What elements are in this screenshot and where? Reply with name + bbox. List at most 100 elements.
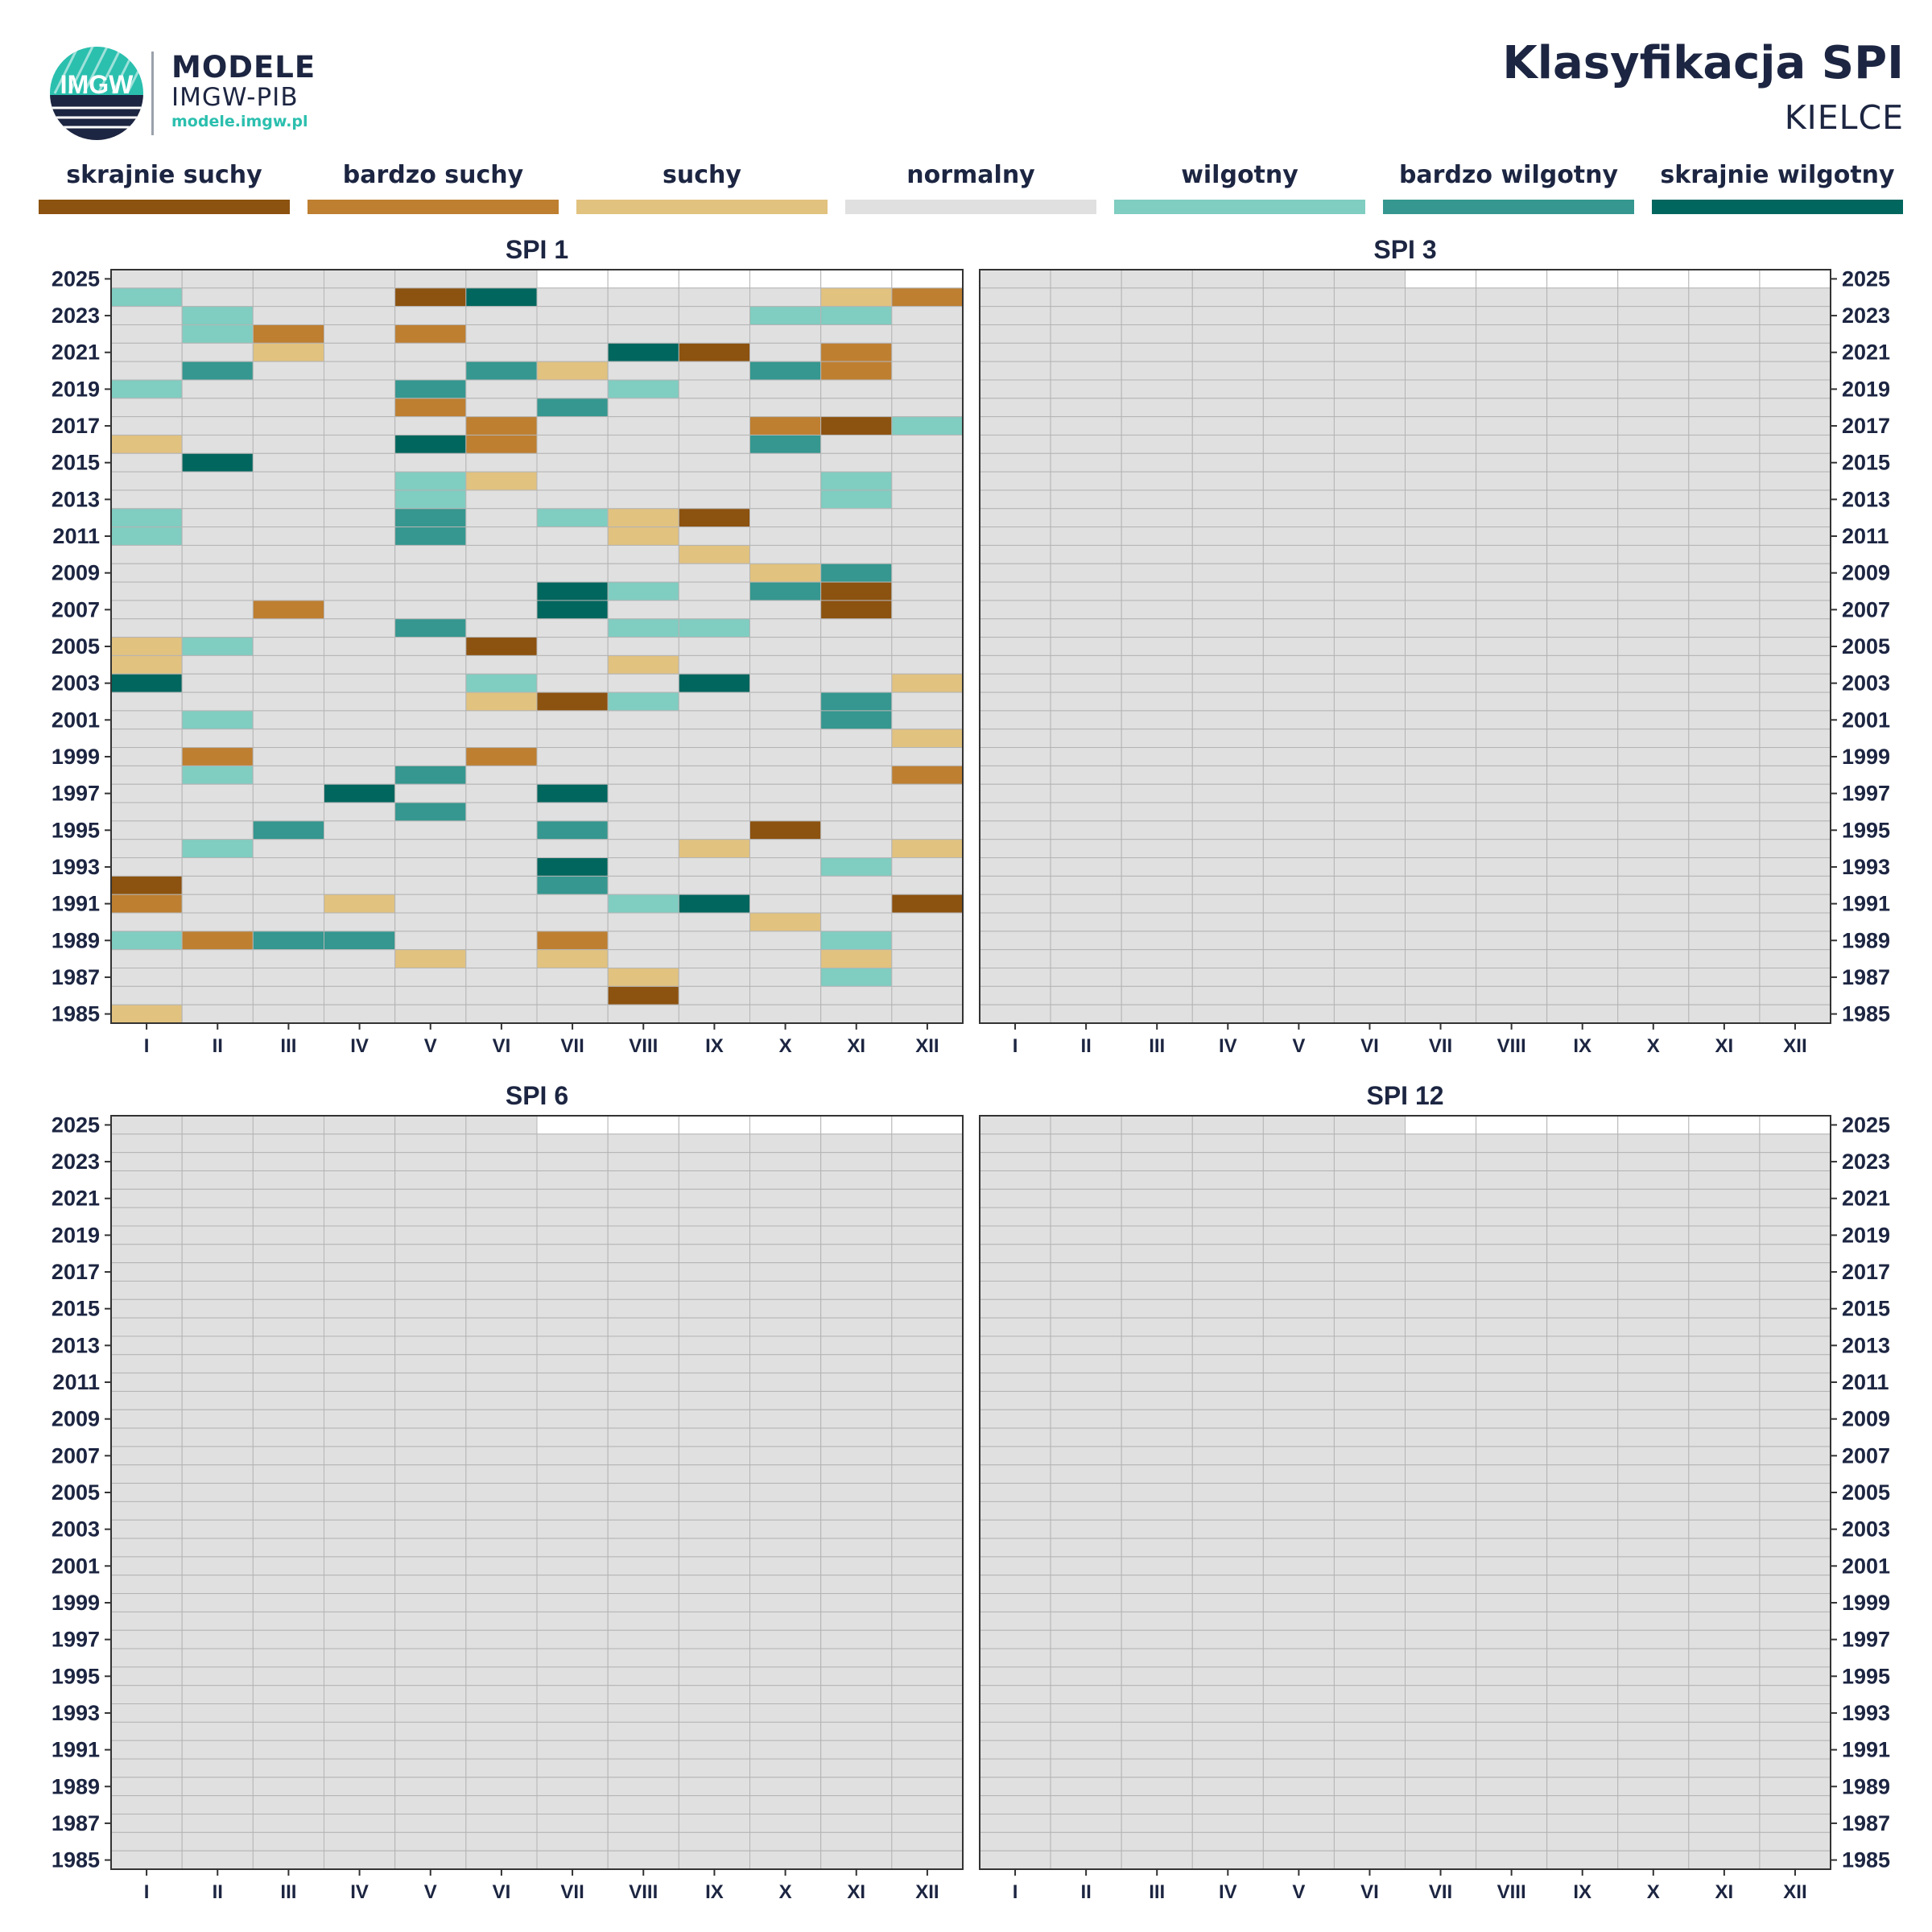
heatmap-cell-normal [1617, 1464, 1690, 1484]
heatmap-cell-normal [1191, 1703, 1264, 1723]
y-tick-label: 2021 [52, 1187, 100, 1211]
x-tick-label: XI [1715, 1035, 1734, 1057]
heatmap-cell-normal [749, 1225, 822, 1245]
heatmap-cell-normal [1050, 618, 1122, 638]
heatmap-cell-normal [1262, 1373, 1335, 1392]
heatmap-cell-normal [465, 802, 538, 822]
heatmap-cell-very-wet [820, 710, 893, 730]
heatmap-cell-normal [110, 1373, 183, 1392]
heatmap-cell-normal [1121, 379, 1193, 399]
heatmap-cell-normal [252, 1317, 325, 1337]
x-tick-label: V [1292, 1881, 1305, 1903]
heatmap-cell-normal [252, 1373, 325, 1392]
heatmap-cell-normal [252, 1298, 325, 1319]
brand-url[interactable]: modele.imgw.pl [171, 113, 308, 130]
heatmap-cell-normal [1617, 379, 1690, 399]
heatmap-cell-normal [1759, 1446, 1831, 1466]
heatmap-cell-normal [110, 802, 183, 822]
heatmap-cell-normal [394, 931, 467, 951]
heatmap-cell-normal [607, 1207, 679, 1227]
heatmap-cell-normal [1688, 1207, 1761, 1227]
y-tick-label: 1999 [52, 1591, 100, 1615]
heatmap-cell-empty [1476, 1115, 1548, 1135]
heatmap-cell-wet [820, 968, 893, 987]
heatmap-cell-normal [324, 912, 396, 932]
heatmap-cell-normal [1546, 1703, 1619, 1723]
heatmap-cell-normal [607, 1831, 679, 1852]
heatmap-cell-normal [678, 1593, 750, 1612]
y-tick-label: 1999 [1842, 1591, 1890, 1615]
heatmap-cell-normal [1688, 1188, 1761, 1208]
heatmap-cell-normal [1191, 857, 1264, 877]
heatmap-cell-normal [1333, 1280, 1406, 1300]
heatmap-cell-normal [1546, 1685, 1619, 1705]
heatmap-cell-dry [749, 912, 822, 932]
y-tick-label: 1993 [1842, 855, 1890, 879]
heatmap-cell-normal [1476, 452, 1548, 473]
heatmap-cell-normal [1191, 1538, 1264, 1558]
heatmap-cell-normal [1050, 342, 1122, 362]
heatmap-cell-normal [252, 783, 325, 803]
heatmap-cell-normal [1262, 398, 1335, 418]
heatmap-cell-normal [607, 1225, 679, 1245]
heatmap-cell-normal [1617, 654, 1690, 675]
heatmap-cell-normal [979, 1758, 1051, 1778]
y-tick-label: 2003 [1842, 1517, 1890, 1542]
heatmap-cell-normal [1262, 1611, 1335, 1631]
heatmap-cell-normal [820, 1373, 893, 1392]
heatmap-cell-normal [1262, 1004, 1335, 1024]
heatmap-cell-normal [1546, 875, 1619, 895]
heatmap-cell-wet [181, 324, 254, 344]
heatmap-cell-normal [1476, 1758, 1548, 1778]
heatmap-cell-normal [678, 857, 750, 877]
x-tick-label: XII [1783, 1881, 1806, 1903]
heatmap-cell-normal [252, 544, 325, 564]
heatmap-cell-normal [979, 452, 1051, 473]
heatmap-cell-normal [820, 1170, 893, 1190]
heatmap-cell-normal [749, 287, 822, 308]
heatmap-cell-normal [1546, 1593, 1619, 1612]
heatmap-cell-normal [749, 1207, 822, 1227]
heatmap-cell-normal [252, 1483, 325, 1502]
y-tick-label: 1997 [52, 782, 100, 806]
heatmap-cell-normal [1191, 654, 1264, 675]
heatmap-cell-normal [1121, 287, 1193, 308]
heatmap-cell-normal [1476, 1777, 1548, 1797]
y-tick-label: 2025 [1842, 1113, 1890, 1137]
heatmap-cell-normal [394, 747, 467, 766]
heatmap-cell-normal [979, 1850, 1051, 1870]
heatmap-cell-normal [1617, 1225, 1690, 1245]
heatmap-cell-normal [749, 1152, 822, 1171]
heatmap-cell-normal [1546, 361, 1619, 381]
heatmap-cell-normal [1476, 1721, 1548, 1741]
heatmap-cell-normal [394, 710, 467, 730]
heatmap-cell-normal [110, 600, 183, 620]
heatmap-cell-normal [749, 379, 822, 399]
heatmap-cell-normal [891, 1519, 964, 1539]
heatmap-cell-normal [1121, 508, 1193, 528]
heatmap-cell-normal [1050, 1831, 1122, 1852]
heatmap-cell-normal [820, 894, 893, 914]
heatmap-cell-normal [1759, 618, 1831, 638]
heatmap-cell-normal [979, 526, 1051, 546]
heatmap-cell-normal [324, 1335, 396, 1356]
heatmap-cell-normal [1121, 1188, 1193, 1208]
heatmap-cell-normal [1121, 416, 1193, 436]
heatmap-cell-normal [181, 1280, 254, 1300]
heatmap-cell-normal [1333, 1483, 1406, 1502]
heatmap-cell-normal [181, 416, 254, 436]
heatmap-cell-normal [891, 1335, 964, 1356]
heatmap-cell-normal [1050, 820, 1122, 840]
heatmap-cell-normal [181, 1262, 254, 1282]
heatmap-cell-normal [465, 1317, 538, 1337]
heatmap-cell-normal [1546, 581, 1619, 601]
heatmap-cell-normal [1405, 1611, 1477, 1631]
heatmap-cell-normal [891, 1464, 964, 1484]
heatmap-cell-normal [607, 931, 679, 951]
heatmap-cell-normal [536, 894, 609, 914]
heatmap-cell-normal [1759, 324, 1831, 344]
heatmap-cell-empty [536, 1115, 609, 1135]
heatmap-cell-normal [891, 526, 964, 546]
heatmap-cell-normal [324, 1280, 396, 1300]
heatmap-cell-normal [607, 434, 679, 454]
